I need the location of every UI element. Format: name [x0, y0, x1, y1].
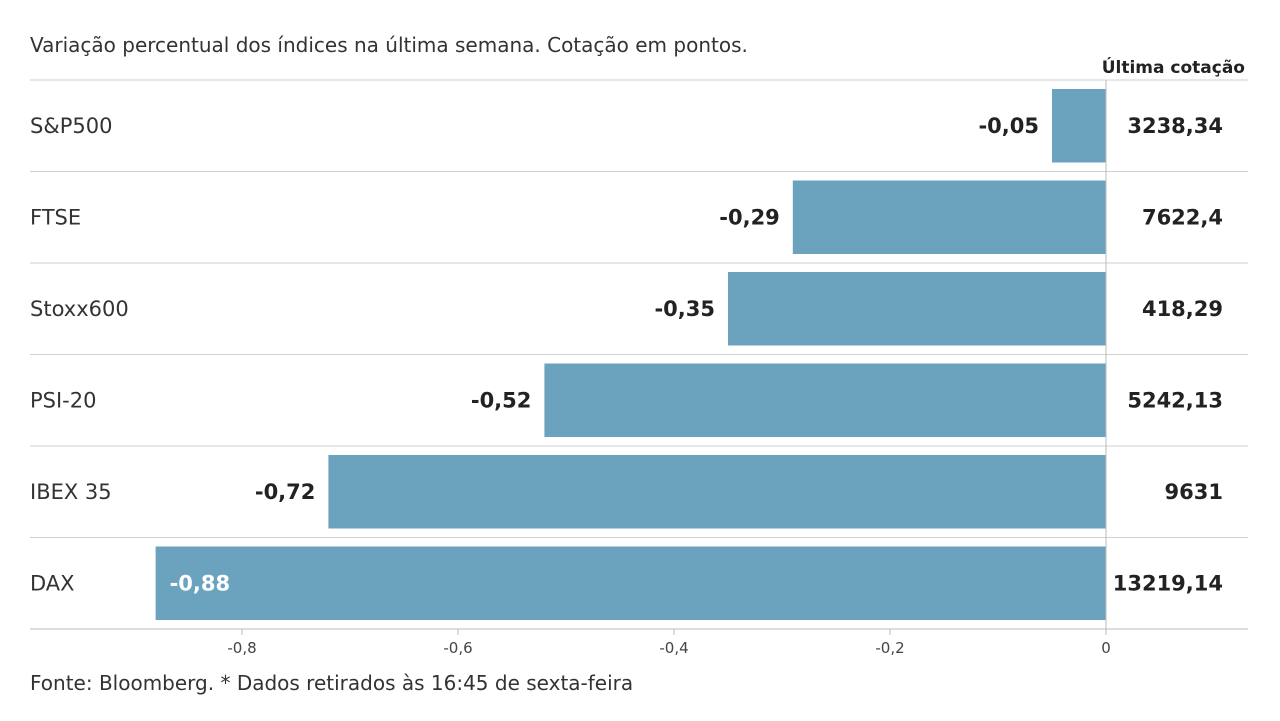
chart-subtitle: Variação percentual dos índices na últim… — [30, 33, 748, 57]
category-label: PSI-20 — [30, 388, 97, 412]
bar — [792, 180, 1106, 254]
category-label: S&P500 — [30, 114, 112, 138]
chart-source-note: Fonte: Bloomberg. * Dados retirados às 1… — [30, 671, 633, 695]
category-label: FTSE — [30, 205, 81, 229]
category-label: IBEX 35 — [30, 480, 112, 504]
bar-value-label: -0,52 — [471, 388, 532, 412]
bar-value-label: -0,88 — [170, 571, 231, 595]
bar-value-label: -0,72 — [255, 480, 316, 504]
last-quote-label: 5242,13 — [1127, 388, 1223, 412]
bar — [544, 363, 1106, 437]
bar-value-label: -0,05 — [978, 114, 1039, 138]
bar — [155, 546, 1107, 620]
x-tick-label: -0,8 — [227, 639, 256, 657]
bar — [328, 455, 1106, 529]
last-quote-column-header: Última cotação — [1102, 56, 1245, 78]
x-axis: -0,8 -0,6 -0,4 -0,2 0 — [227, 80, 1111, 657]
category-label: DAX — [30, 571, 75, 595]
bar — [1052, 89, 1106, 163]
x-tick-label: -0,4 — [659, 639, 688, 657]
bar-value-label: -0,35 — [654, 297, 715, 321]
bar — [728, 272, 1106, 346]
last-quote-label: 13219,14 — [1113, 571, 1223, 595]
category-label: Stoxx600 — [30, 297, 129, 321]
x-tick-label: -0,6 — [443, 639, 472, 657]
last-quote-label: 7622,4 — [1142, 205, 1223, 229]
x-tick-label: -0,2 — [875, 639, 904, 657]
last-quote-label: 418,29 — [1142, 297, 1223, 321]
chart-rows: S&P500 -0,05 3238,34 FTSE -0,29 7622,4 Stoxx60… — [30, 79, 1248, 630]
last-quote-label: 9631 — [1165, 480, 1223, 504]
x-tick-label: 0 — [1101, 639, 1111, 657]
bar-value-label: -0,29 — [719, 205, 780, 229]
last-quote-label: 3238,34 — [1127, 114, 1223, 138]
